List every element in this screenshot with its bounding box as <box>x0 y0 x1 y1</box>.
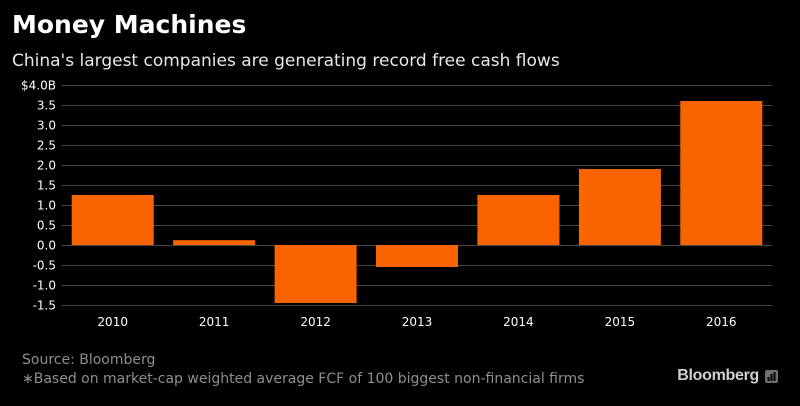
bar-2010 <box>71 195 154 245</box>
bar-2012 <box>274 245 357 303</box>
x-tick-label: 2013 <box>402 315 433 329</box>
bar-2014 <box>477 195 560 245</box>
bar-2011 <box>173 240 256 245</box>
y-tick-label: 1.5 <box>37 179 56 193</box>
y-tick-label: $4.0B <box>21 79 56 93</box>
y-axis-ticks: $4.0B 3.5 3.0 2.5 2.0 1.5 1.0 0.5 0.0 -0.5 -1.0 -1.… <box>21 79 56 313</box>
y-tick-label: 3.0 <box>37 119 56 133</box>
y-tick-label: -1.0 <box>33 279 56 293</box>
x-tick-label: 2016 <box>706 315 737 329</box>
bar-2013 <box>376 245 458 267</box>
bar-2015 <box>578 169 661 245</box>
source-note: Source: Bloomberg <box>22 352 156 368</box>
x-tick-label: 2010 <box>97 315 128 329</box>
x-tick-label: 2011 <box>199 315 230 329</box>
bloomberg-logo: Bloomberg <box>677 367 778 385</box>
y-tick-label: 0.0 <box>37 239 56 253</box>
bars <box>71 101 763 303</box>
bloomberg-chart-icon <box>765 369 778 383</box>
x-tick-label: 2012 <box>300 315 331 329</box>
chart-subtitle: China's largest companies are generating… <box>12 51 560 71</box>
y-tick-label: 3.5 <box>37 99 56 113</box>
y-tick-label: -0.5 <box>33 259 56 273</box>
bar-2016 <box>680 101 763 245</box>
x-tick-label: 2014 <box>503 315 534 329</box>
footnote: ∗Based on market-cap weighted average FC… <box>22 371 585 387</box>
chart-title: Money Machines <box>12 10 247 39</box>
x-axis-ticks: 2010 2011 2012 2013 2014 2015 2016 <box>97 315 736 329</box>
x-tick-label: 2015 <box>605 315 636 329</box>
y-tick-label: 0.5 <box>37 219 56 233</box>
y-tick-label: 2.5 <box>37 139 56 153</box>
grid-lines <box>62 85 772 306</box>
y-tick-label: -1.5 <box>33 299 56 313</box>
y-tick-label: 1.0 <box>37 199 56 213</box>
y-tick-label: 2.0 <box>37 159 56 173</box>
logo-text: Bloomberg <box>677 367 759 384</box>
